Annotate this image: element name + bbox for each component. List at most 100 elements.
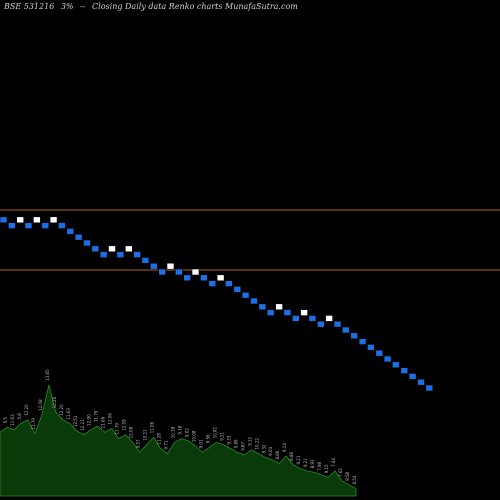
- volume-label: 12.06: [108, 413, 113, 425]
- volume-label: 9.21: [296, 455, 301, 464]
- down-brick: [200, 274, 208, 282]
- volume-label: 12.08: [38, 399, 43, 411]
- down-brick: [358, 338, 367, 345]
- volume-label: 10.21: [143, 429, 148, 441]
- volume-label: 9.21: [219, 431, 224, 440]
- down-brick: [91, 245, 100, 253]
- volume-label: 9.21: [303, 458, 308, 467]
- volume-label: 11.06: [150, 421, 155, 433]
- up-brick: [216, 274, 225, 282]
- down-brick: [266, 309, 275, 316]
- separator-label: --: [80, 2, 86, 11]
- down-brick: [375, 349, 384, 357]
- volume-label: 9.32: [261, 444, 266, 453]
- up-brick: [108, 245, 116, 253]
- down-brick: [283, 309, 292, 316]
- down-brick: [400, 367, 409, 374]
- volume-label: 9.15: [324, 464, 329, 473]
- volume-label: 8.86: [289, 451, 294, 460]
- down-brick: [350, 332, 359, 340]
- down-brick: [0, 216, 8, 224]
- volume-label: 13.65: [45, 369, 50, 381]
- volume-label: 9.57: [136, 439, 141, 448]
- down-brick: [250, 297, 258, 305]
- volume-label: 12.21: [80, 419, 85, 431]
- up-brick: [166, 262, 175, 270]
- down-brick: [408, 373, 417, 380]
- volume-label: 9.18: [178, 425, 183, 434]
- volume-label: 11.28: [157, 433, 162, 445]
- symbol-label: BSE 531216: [4, 2, 55, 11]
- down-brick: [24, 222, 33, 229]
- down-brick: [175, 268, 183, 276]
- down-brick: [116, 251, 125, 258]
- down-brick: [291, 315, 300, 322]
- down-brick: [367, 344, 375, 351]
- volume-labels: 5.145.511.635.812.2011.7912.0813.6512.26…: [0, 369, 357, 485]
- volume-label: 5.5: [3, 416, 8, 423]
- volume-label: 12.20: [59, 404, 64, 416]
- volume-label: 9.01: [198, 439, 203, 448]
- down-brick: [225, 280, 233, 287]
- volume-area: [0, 384, 357, 497]
- change-label: 3%: [60, 2, 74, 11]
- volume-label: 11.66: [101, 416, 106, 428]
- volume-label: 9.02: [185, 428, 190, 437]
- volume-label: 11.79: [115, 423, 120, 435]
- volume-label: 11.79: [94, 410, 99, 422]
- volume-label: 10.22: [254, 438, 259, 450]
- down-brick: [333, 320, 342, 328]
- volume-label: 10.08: [192, 430, 197, 442]
- down-brick: [392, 361, 400, 369]
- down-brick: [383, 355, 392, 363]
- volume-label: 9.12: [247, 436, 252, 445]
- volume-label: 8.58: [345, 471, 350, 480]
- up-brick: [33, 216, 41, 224]
- volume-label: 11.63: [10, 414, 15, 426]
- down-brick: [308, 315, 317, 322]
- down-brick: [8, 222, 16, 229]
- volume-label: 12.90: [87, 414, 92, 426]
- down-brick: [74, 233, 83, 241]
- volume-label: 7.62: [338, 468, 343, 477]
- volume-label: 11.63: [66, 408, 71, 420]
- volume-label: 5.14: [0, 419, 1, 428]
- volume-label: 9.14: [282, 443, 287, 452]
- down-brick: [183, 274, 191, 282]
- volume-label: 8.93: [310, 459, 315, 468]
- down-brick: [241, 291, 250, 299]
- down-brick: [417, 378, 425, 386]
- volume-label: 7.98: [317, 461, 322, 470]
- down-brick: [41, 222, 50, 229]
- down-brick: [99, 251, 108, 258]
- volume-label: 12.08: [129, 426, 134, 438]
- volume-label: 12.59: [122, 419, 127, 431]
- volume-label: 12.26: [52, 396, 57, 408]
- down-brick: [258, 303, 267, 311]
- renko-bricks: [0, 216, 434, 392]
- reference-lines: [0, 209, 500, 271]
- volume-label: 7.44: [331, 458, 336, 467]
- up-brick: [16, 216, 25, 224]
- description-label: Closing Daily data Renko charts MunafaSu…: [92, 2, 298, 11]
- down-brick: [316, 320, 325, 328]
- volume-label: 12.20: [24, 404, 29, 416]
- volume-label: 9.04: [268, 446, 273, 455]
- volume-label: 10.81: [212, 426, 217, 438]
- down-brick: [133, 251, 141, 258]
- up-brick: [125, 245, 133, 253]
- volume-series: [0, 384, 357, 497]
- volume-label: 9.56: [205, 434, 210, 443]
- volume-label: 8.54: [352, 475, 357, 484]
- volume-label: 8.86: [275, 450, 280, 459]
- volume-label: 9.71: [164, 440, 169, 449]
- down-brick: [341, 326, 350, 334]
- up-brick: [300, 309, 308, 316]
- down-brick: [425, 384, 434, 392]
- up-brick: [325, 315, 333, 322]
- down-brick: [83, 239, 91, 247]
- volume-label: 9.87: [240, 441, 245, 450]
- chart-title: BSE 531216 3% -- Closing Daily data Renk…: [4, 2, 302, 11]
- volume-label: 12.51: [73, 415, 78, 427]
